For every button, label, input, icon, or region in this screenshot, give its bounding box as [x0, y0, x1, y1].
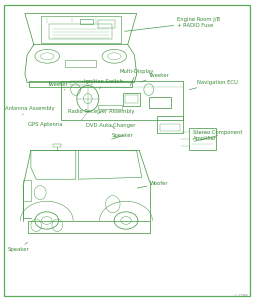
Text: © ITBB: © ITBB [234, 294, 248, 298]
Text: Stereo Component
Amplifier: Stereo Component Amplifier [193, 130, 243, 141]
Text: DVD Auto Changer: DVD Auto Changer [86, 123, 136, 129]
Text: Speaker: Speaker [8, 242, 29, 252]
Text: GPS Antenna: GPS Antenna [28, 122, 62, 127]
Text: Tweeter: Tweeter [140, 73, 169, 82]
Text: Navigation ECU: Navigation ECU [189, 80, 238, 90]
Text: Radio Receiver Assembly: Radio Receiver Assembly [68, 109, 135, 114]
Text: Engine Room J/B
+ RADIO Fuse: Engine Room J/B + RADIO Fuse [124, 17, 220, 31]
Text: Speaker: Speaker [112, 133, 134, 139]
Text: Ignition Switch: Ignition Switch [84, 79, 123, 89]
Text: Antenna Assembly: Antenna Assembly [5, 106, 55, 115]
Text: Tweeter: Tweeter [48, 82, 69, 90]
Text: Woofer: Woofer [137, 181, 168, 188]
Text: Multi-Display: Multi-Display [119, 70, 154, 86]
